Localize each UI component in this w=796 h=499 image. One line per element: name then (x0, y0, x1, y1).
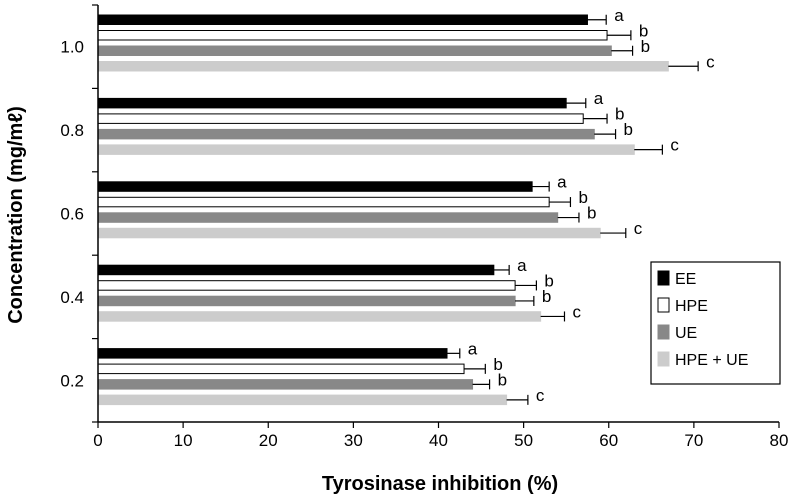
bar-hpe (97, 196, 550, 208)
legend-label: HPE + UE (675, 352, 748, 369)
bar-hpe-ue (97, 61, 669, 72)
significance-letter: c (536, 386, 545, 405)
bar-ee (97, 97, 567, 109)
legend-swatch (657, 270, 670, 286)
bar-ee (97, 14, 588, 25)
significance-letter: b (498, 370, 507, 389)
bar-ue (97, 212, 559, 223)
significance-letter: c (706, 52, 715, 71)
x-tick-label: 40 (429, 431, 448, 450)
significance-letter: a (594, 89, 604, 108)
significance-letter: a (557, 173, 567, 192)
bar-hpe (97, 363, 465, 375)
significance-letter: c (572, 302, 581, 321)
y-axis: 0.2 0.4 0.6 0.8 1.0 (60, 4, 99, 423)
significance-letter: b (624, 120, 633, 139)
legend-swatch (657, 351, 670, 367)
y-category-label: 1.0 (60, 38, 84, 57)
bar-hpe-ue (97, 227, 601, 239)
bar-ee (97, 181, 533, 192)
significance-letter: b (542, 287, 551, 306)
x-tick-label: 80 (770, 431, 789, 450)
bar-ue (97, 379, 474, 390)
bar-ue (97, 45, 612, 56)
legend-label: HPE (675, 298, 708, 315)
significance-letter: c (670, 136, 679, 155)
x-tick-label: 60 (599, 431, 618, 450)
legend: EE HPE UE HPE + UE (650, 261, 781, 385)
y-category-label: 0.6 (60, 205, 84, 224)
x-axis: 0 10 20 30 40 50 60 70 80 (93, 421, 789, 450)
significance-letter: b (544, 271, 553, 290)
x-tick-label: 70 (684, 431, 703, 450)
y-category-label: 0.2 (60, 371, 84, 390)
x-tick-label: 30 (344, 431, 363, 450)
y-category-label: 0.4 (60, 288, 84, 307)
legend-label: UE (675, 325, 697, 342)
significance-letter: b (639, 21, 648, 40)
bar-ue (97, 128, 595, 140)
x-tick-label: 20 (259, 431, 278, 450)
legend-label: EE (675, 271, 696, 288)
bar-hpe (97, 113, 584, 124)
bar-ue (97, 295, 516, 307)
bar-hpe-ue (97, 144, 635, 155)
significance-letter: b (578, 188, 587, 207)
legend-swatch (657, 297, 670, 313)
x-axis-title: Tyrosinase inhibition (%) (322, 473, 558, 495)
significance-letter: b (493, 355, 502, 374)
bar-hpe-ue (97, 394, 508, 406)
y-axis-title: Concentration (mg/mℓ) (5, 106, 27, 324)
significance-letter: a (468, 339, 478, 358)
x-tick-label: 50 (514, 431, 533, 450)
bar-hpe-ue (97, 311, 542, 322)
bar-ee (97, 348, 448, 359)
bar-hpe (97, 30, 608, 41)
significance-letter: a (517, 256, 527, 275)
significance-letter: b (587, 204, 596, 223)
x-tick-label: 10 (174, 431, 193, 450)
significance-letter: b (641, 37, 650, 56)
x-tick-label: 0 (93, 431, 102, 450)
legend-swatch (657, 324, 670, 340)
y-category-label: 0.8 (60, 121, 84, 140)
bar-hpe (97, 280, 516, 291)
legend-box (650, 261, 781, 385)
significance-letter: b (615, 105, 624, 124)
significance-letter: c (634, 219, 643, 238)
significance-letter: a (614, 6, 624, 25)
bar-ee (97, 264, 495, 276)
